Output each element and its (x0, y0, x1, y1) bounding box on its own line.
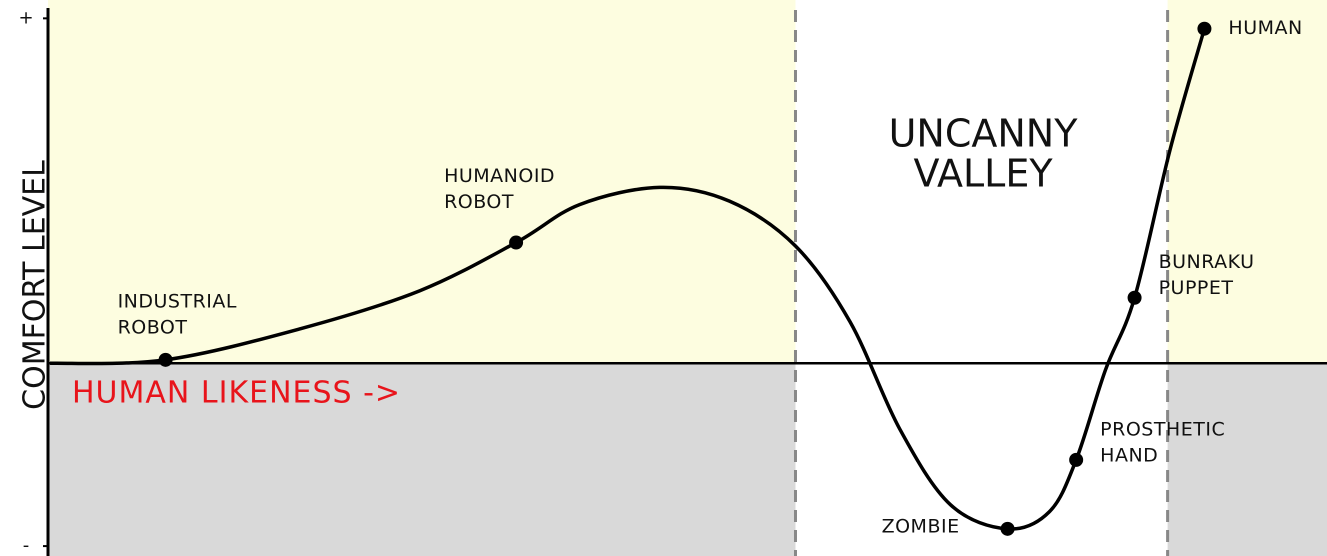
point (158, 352, 173, 367)
point-label: HUMANOID (444, 165, 555, 187)
point (1127, 290, 1142, 305)
point-label: ZOMBIE (882, 515, 960, 537)
point-label: ROBOT (444, 191, 514, 213)
valley-region (795, 0, 1168, 556)
y-tick-label: + (18, 7, 33, 28)
point-label: ROBOT (118, 316, 188, 338)
point-label: HAND (1100, 444, 1158, 466)
point-label: PROSTHETIC (1100, 418, 1225, 440)
y-tick-label: - (23, 535, 30, 556)
point-label: HUMAN (1228, 17, 1302, 39)
point-label: PUPPET (1159, 277, 1234, 299)
annotation: VALLEY (913, 152, 1053, 196)
point-label: INDUSTRIAL (118, 290, 237, 312)
y-axis-label: COMFORT LEVEL (18, 160, 53, 410)
curve (49, 28, 1207, 531)
point (1197, 21, 1212, 36)
annotation: UNCANNY (889, 112, 1079, 156)
point-label: BUNRAKU (1159, 251, 1255, 273)
x-axis-label: HUMAN LIKENESS -> (72, 376, 401, 411)
point (509, 235, 524, 250)
point (1000, 521, 1015, 536)
point (1069, 452, 1084, 467)
